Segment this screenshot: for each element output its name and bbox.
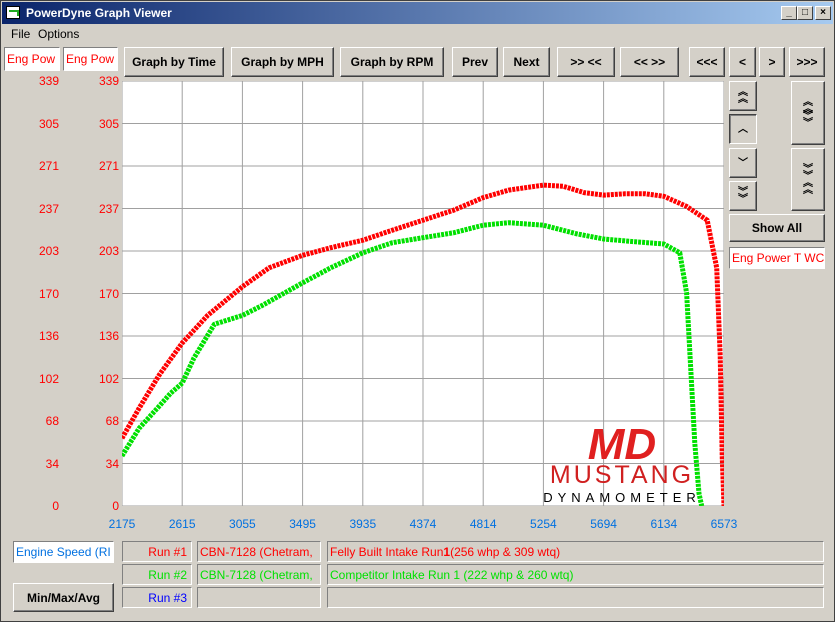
y-tick-left: 136 xyxy=(38,329,59,343)
run-description[interactable]: Competitor Intake Run 1 (222 whp & 260 w… xyxy=(327,564,824,585)
y-tick-left: 305 xyxy=(38,116,59,131)
y-tick-left: 339 xyxy=(38,74,59,88)
min-max-avg-button[interactable]: Min/Max/Avg xyxy=(13,583,114,612)
graph-by-rpm-button[interactable]: Graph by RPM xyxy=(340,47,444,77)
x-tick-label: 3495 xyxy=(289,517,316,531)
y-tick-right: 305 xyxy=(98,116,119,131)
x-tick-label: 5254 xyxy=(530,517,557,531)
chevron-up-icon: ︿ xyxy=(738,123,748,135)
y-tick-left: 203 xyxy=(38,244,59,258)
run-file[interactable] xyxy=(197,587,321,608)
maximize-button[interactable]: □ xyxy=(797,6,813,20)
chart-area: MD MUSTANG DYNAMOMETER xyxy=(119,80,727,507)
x-tick-label: 3055 xyxy=(229,517,256,531)
x-axis-channel-field[interactable]: Engine Speed (RI xyxy=(13,541,114,563)
prev-button[interactable]: Prev xyxy=(452,47,498,77)
chevron-down-icon: ﹀ xyxy=(738,157,748,169)
run-description[interactable] xyxy=(327,587,824,608)
x-tick-label: 6134 xyxy=(650,517,678,531)
run-description-number: 1 xyxy=(443,544,451,559)
x-tick-label: 2615 xyxy=(168,517,196,531)
expand-y-button[interactable]: ︽ ︽ ︾ ︾ xyxy=(791,81,825,145)
y-tick-right: 0 xyxy=(112,499,119,513)
close-button[interactable]: × xyxy=(815,6,831,20)
zoom-in-button[interactable]: >> << xyxy=(557,47,615,77)
x-tick-label: 6573 xyxy=(710,517,738,531)
run-description-text: Felly Built Intake Run xyxy=(330,544,444,559)
double-chevron-down-icon: ︾ ︾ xyxy=(738,187,748,205)
logo-sub: DYNAMOMETER xyxy=(543,490,701,505)
run-file[interactable]: CBN-7128 (Chetram, xyxy=(197,564,321,585)
menu-options[interactable]: Options xyxy=(38,27,80,41)
scroll-up-button[interactable]: ︿ xyxy=(729,114,757,144)
y-tick-left: 0 xyxy=(52,499,59,513)
series-line-1 xyxy=(119,182,727,507)
y-tick-right: 203 xyxy=(98,244,119,258)
x-tick-label: 4814 xyxy=(469,517,497,531)
y-tick-left: 34 xyxy=(45,456,59,471)
double-chevron-up-icon: ︽ ︽ xyxy=(738,87,748,105)
scroll-down-button[interactable]: ﹀ xyxy=(729,148,757,178)
window-title: PowerDyne Graph Viewer xyxy=(26,6,172,20)
scroll-bottom-button[interactable]: ︾ ︾ xyxy=(729,181,757,211)
y-tick-left: 271 xyxy=(38,159,59,173)
menu-file[interactable]: File xyxy=(11,27,31,41)
y-tick-left: 102 xyxy=(38,371,59,386)
y-tick-left: 170 xyxy=(38,286,59,301)
channel-name-field[interactable]: Eng Power T WC xyxy=(729,247,825,269)
y-channel-right[interactable]: Eng Pow xyxy=(63,47,118,71)
y-channel-left[interactable]: Eng Pow xyxy=(4,47,60,71)
y-tick-right: 102 xyxy=(98,371,119,386)
compress-y-button[interactable]: ︾ ︾ ︽ ︽ xyxy=(791,148,825,211)
run-label[interactable]: Run #3 xyxy=(122,587,192,608)
x-tick-label: 5694 xyxy=(590,517,617,531)
y-tick-left: 68 xyxy=(45,414,59,428)
y-tick-right: 34 xyxy=(105,456,119,471)
run-description-text: Competitor Intake Run 1 (222 whp & 260 w… xyxy=(330,567,574,582)
graph-by-mph-button[interactable]: Graph by MPH xyxy=(231,47,334,77)
app-icon xyxy=(6,6,20,19)
scroll-first-button[interactable]: <<< xyxy=(689,47,725,77)
logo-brand: MUSTANG xyxy=(550,461,694,489)
run-label[interactable]: Run #1 xyxy=(122,541,192,562)
y-tick-right: 136 xyxy=(98,329,119,343)
expand-vertical-icon: ︽ ︽ ︾ ︾ xyxy=(803,97,813,129)
scroll-right-button[interactable]: > xyxy=(759,47,785,77)
menu-bar: File Options xyxy=(2,24,833,43)
y-tick-right: 339 xyxy=(98,74,119,88)
run-description-stats: (256 whp & 309 wtq) xyxy=(450,544,561,559)
y-tick-right: 68 xyxy=(105,414,119,428)
show-all-button[interactable]: Show All xyxy=(729,214,825,242)
compress-vertical-icon: ︾ ︾ ︽ ︽ xyxy=(803,163,813,196)
y-tick-right: 271 xyxy=(98,159,119,173)
zoom-out-button[interactable]: << >> xyxy=(620,47,679,77)
scroll-left-button[interactable]: < xyxy=(729,47,756,77)
run-file[interactable]: CBN-7128 (Chetram, xyxy=(197,541,321,562)
scroll-top-button[interactable]: ︽ ︽ xyxy=(729,81,757,111)
title-bar[interactable]: PowerDyne Graph Viewer _ □ × xyxy=(2,2,833,24)
graph-by-time-button[interactable]: Graph by Time xyxy=(124,47,224,77)
run-label[interactable]: Run #2 xyxy=(122,564,192,585)
y-tick-right: 170 xyxy=(98,286,119,301)
run-description[interactable]: Felly Built Intake Run 1 (256 whp & 309 … xyxy=(327,541,824,562)
y-tick-right: 237 xyxy=(98,201,119,216)
series-line-2 xyxy=(119,220,705,507)
y-tick-left: 237 xyxy=(38,201,59,216)
scroll-last-button[interactable]: >>> xyxy=(789,47,825,77)
logo-mark: MD xyxy=(588,420,656,469)
next-button[interactable]: Next xyxy=(503,47,550,77)
x-tick-label: 4374 xyxy=(409,517,437,531)
minimize-button[interactable]: _ xyxy=(781,6,797,20)
x-tick-label: 3935 xyxy=(349,517,377,531)
x-tick-label: 2175 xyxy=(108,517,136,531)
